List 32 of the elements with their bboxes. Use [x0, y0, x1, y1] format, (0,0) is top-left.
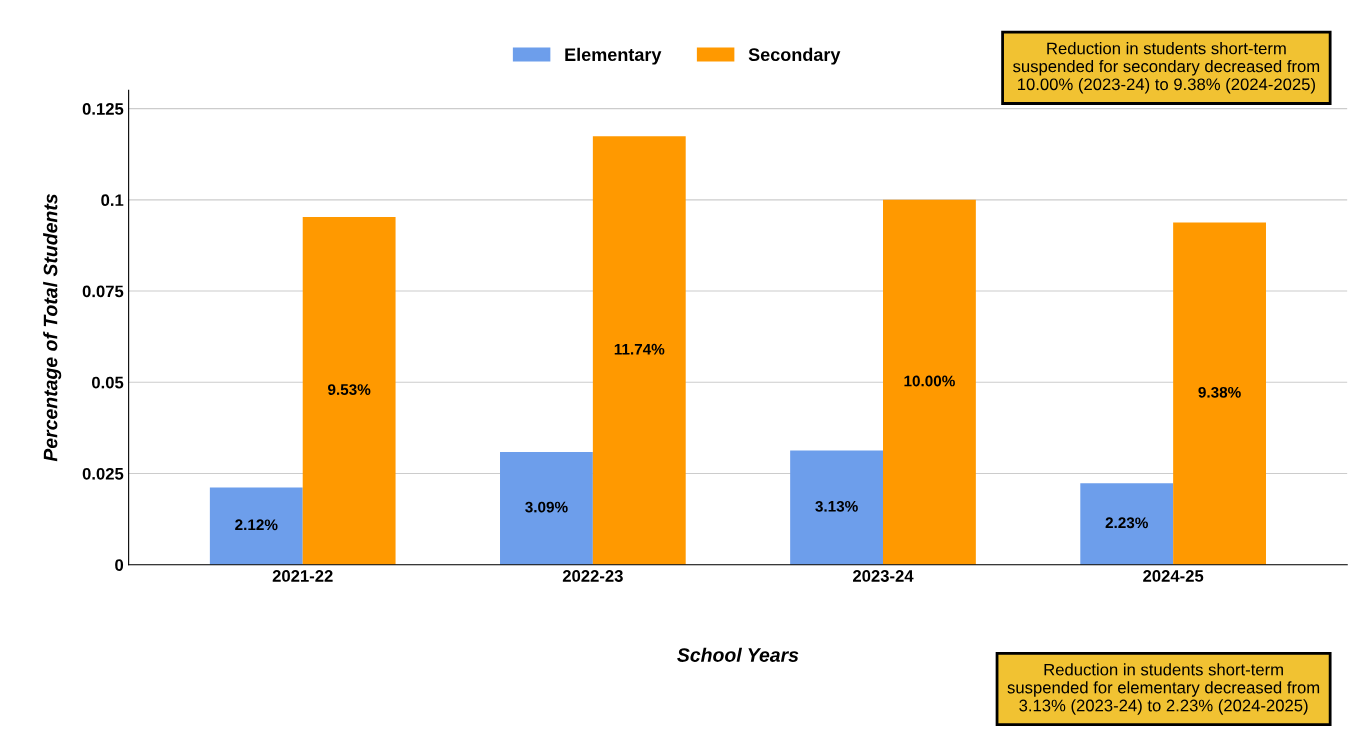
y-tick-label: 0.075 [82, 285, 124, 298]
x-tick-label: 2022-23 [562, 570, 623, 582]
data-label: 2.23% [1105, 517, 1148, 529]
y-tick-label: 0 [115, 559, 124, 571]
legend-label: Elementary [565, 47, 662, 65]
bar [302, 216, 396, 565]
data-label: 3.13% [815, 500, 858, 512]
bar [883, 199, 976, 565]
bar [209, 487, 303, 565]
y-tick-label: 0.1 [101, 194, 124, 207]
y-tick-label: 0.125 [82, 103, 124, 115]
data-label: 9.38% [1198, 386, 1241, 398]
data-label: 3.09% [525, 501, 568, 513]
annotation: Reduction in students short-term suspended for secondary decreased from 10.00% (2023-24) to 9.38% (2024-2025) [1013, 42, 1320, 94]
x-axis-title: School Years [677, 647, 799, 662]
data-label: 11.74% [614, 343, 665, 355]
y-tick-label: 0.05 [91, 376, 124, 389]
x-tick-label: 2021-22 [272, 570, 333, 582]
bar [592, 136, 686, 565]
data-label: 10.00% [904, 375, 955, 387]
data-label: 9.53% [328, 384, 371, 395]
y-axis-title: Percentage of Total Students [43, 194, 62, 462]
bar [1173, 222, 1266, 565]
bar [1080, 483, 1174, 565]
bar [500, 451, 593, 565]
data-label: 2.12% [235, 519, 278, 531]
bar [790, 450, 883, 565]
text: Reduction in students short-term suspended for elementary decreased from 3.13% (2023-24) to 2.23% (2024-2025) [1007, 663, 1320, 715]
x-tick-label: 2024-25 [1143, 570, 1204, 582]
y-tick-label: 0.025 [82, 467, 124, 480]
x-tick-label: 2023-24 [853, 570, 914, 582]
legend-label: Secondary [748, 47, 841, 65]
